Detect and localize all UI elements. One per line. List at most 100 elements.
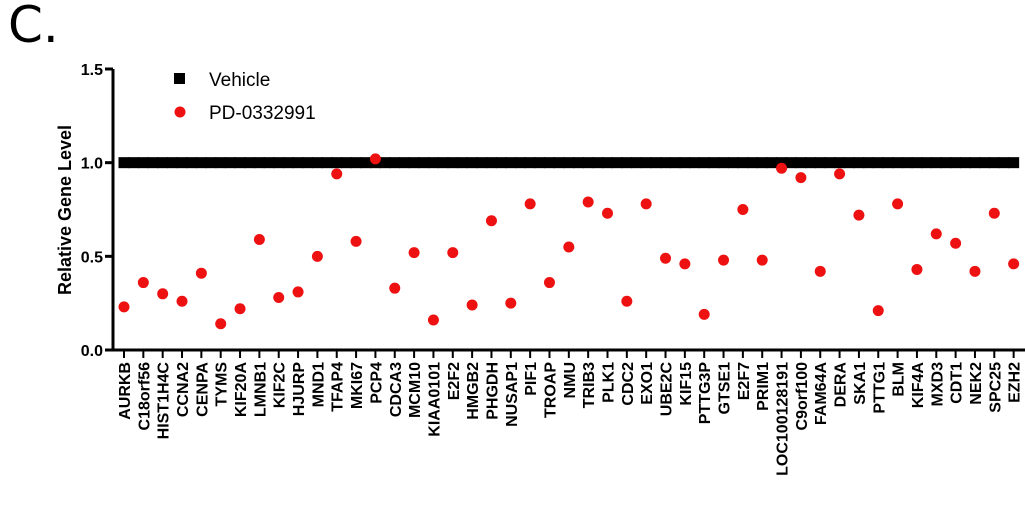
vehicle-marker-fill [669,157,681,169]
x-tick-label: HJURP [291,362,308,417]
legend-treatment-marker [174,106,186,118]
treatment-point [389,282,401,294]
vehicle-marker-fill [147,157,159,169]
vehicle-point [892,157,904,169]
treatment-point [311,250,323,262]
vehicle-marker-fill [379,157,391,169]
treatment-point [350,235,362,247]
vehicle-point [1008,157,1020,169]
x-tick-label: MND1 [310,362,327,407]
x-tick-label: PHGDH [484,362,501,420]
vehicle-point [466,157,478,169]
vehicle-point [698,157,710,169]
vehicle-marker-fill [514,157,526,169]
x-tick-label: SPC25 [987,362,1004,413]
treatment-point [292,286,304,298]
x-tick-label: LMNB1 [252,362,269,417]
x-tick-label: PTTG3P [697,362,714,425]
vehicle-point [660,157,672,169]
treatment-point [814,265,826,277]
vehicle-point [756,157,768,169]
vehicle-marker-fill [650,157,662,169]
vehicle-point [602,157,613,169]
treatment-point [447,247,459,259]
treatment-point [234,303,246,315]
treatment-point [679,258,691,270]
x-tick-label: KIF20A [233,362,250,418]
treatment-point [834,168,846,180]
treatment-point [795,172,807,184]
x-tick-label: PTTG1 [871,362,888,414]
treatment-point [988,207,1000,219]
vehicle-point [485,157,497,169]
x-tick-label: CDT1 [949,362,966,404]
treatment-point [195,267,207,279]
vehicle-point [389,157,401,169]
x-tick-label: MKI67 [349,362,366,409]
vehicle-marker-fill [572,157,584,169]
x-tick-label: KIF15 [678,362,695,406]
treatment-point [253,233,265,245]
vehicle-marker-fill [418,157,430,169]
x-tick-label: GTSE1 [717,362,734,415]
vehicle-marker-fill [244,157,256,169]
x-tick-label: TFAP4 [330,362,347,412]
x-tick-label: MCM10 [407,362,424,418]
treatment-point [157,288,169,300]
treatment-point [408,247,420,259]
vehicle-point [447,157,459,169]
vehicle-point [737,157,749,169]
vehicle-point [234,157,246,169]
x-tick-label: MXD3 [929,362,946,407]
vehicle-point [543,157,555,169]
vehicle-marker-fill [863,157,875,169]
treatment-point [872,305,884,317]
vehicle-point [582,157,594,169]
vehicle-marker-fill [437,157,449,169]
treatment-point [137,277,149,289]
vehicle-marker-fill [689,157,701,169]
vehicle-marker-fill [495,157,507,169]
x-tick-label: C9orf100 [794,362,811,431]
x-tick-label: KIAA0101 [426,362,443,437]
vehicle-point [718,157,730,169]
vehicle-marker-fill [476,157,488,169]
vehicle-point [273,157,285,169]
treatment-point [602,207,613,219]
vehicle-point [195,157,207,169]
treatment-point [853,209,865,221]
vehicle-point [118,157,130,169]
vehicle-point [640,157,652,169]
vehicle-point [215,157,227,169]
vehicle-marker-fill [340,157,352,169]
vehicle-marker-fill [901,157,913,169]
vehicle-point [311,157,323,169]
vehicle-marker-fill [398,157,410,169]
x-tick-label: PCP4 [368,362,385,404]
treatment-series [118,153,1020,330]
vehicle-marker-fill [128,157,140,169]
vehicle-point [292,157,304,169]
vehicle-point [950,157,962,169]
vehicle-marker-fill [611,157,623,169]
x-tick-label: TYMS [214,362,231,407]
vehicle-point [157,157,169,169]
treatment-point [621,295,633,307]
x-tick-label: HMGB2 [465,362,482,420]
vehicle-point [621,157,633,169]
y-tick-label: 0.0 [81,343,103,360]
y-axis-label: Relative Gene Level [55,125,75,295]
treatment-point [176,295,188,307]
treatment-point [640,198,652,210]
treatment-point [892,198,904,210]
treatment-point [369,153,381,165]
y-axis: 0.0 0.5 1.0 1.5 [81,62,115,360]
x-tick-label: PLK1 [601,362,618,403]
vehicle-point [872,157,884,169]
x-tick-label: HIST1H4C [156,362,173,440]
x-tick-label: CENPA [194,362,211,417]
y-tick-label: 0.5 [81,249,103,266]
vehicle-marker-fill [805,157,817,169]
vehicle-marker-fill [592,157,604,169]
treatment-point [524,198,536,210]
